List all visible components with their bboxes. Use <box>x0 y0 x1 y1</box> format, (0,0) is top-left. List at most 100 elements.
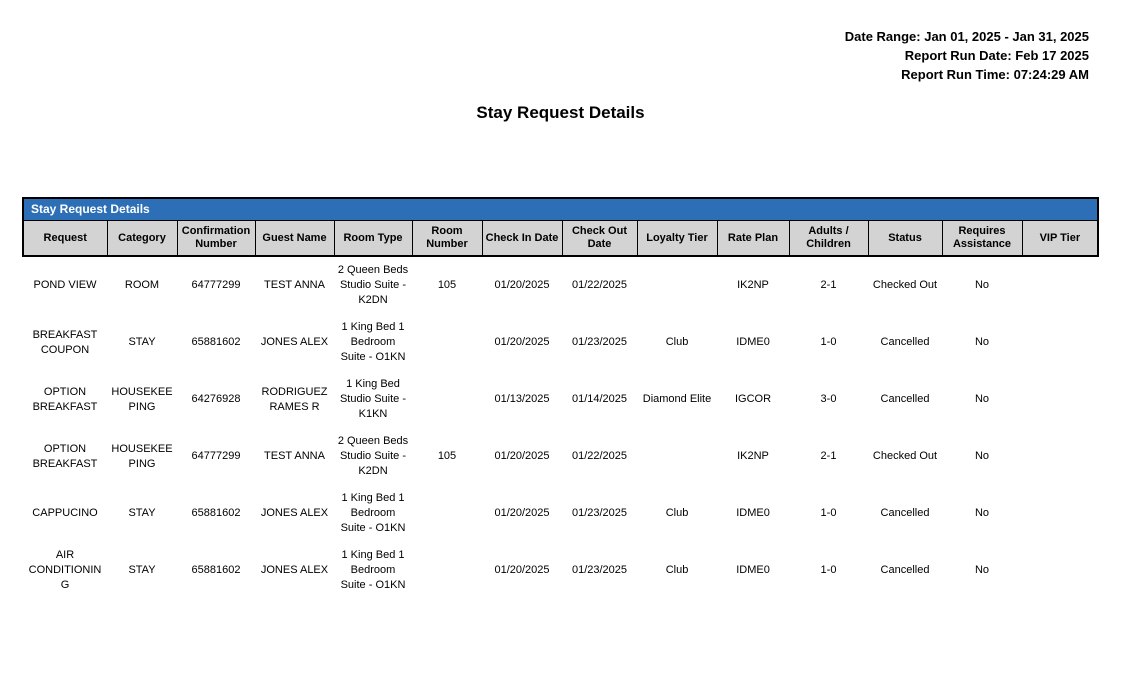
report-meta: Date Range: Jan 01, 2025 - Jan 31, 2025 … <box>845 27 1089 84</box>
table-cell: No <box>942 256 1022 314</box>
table-cell: IDME0 <box>717 542 789 599</box>
table-cell: RODRIGUEZ RAMES R <box>255 371 334 428</box>
table-cell: ROOM <box>107 256 177 314</box>
table-cell: JONES ALEX <box>255 542 334 599</box>
table-cell: No <box>942 428 1022 485</box>
table-cell <box>1022 428 1099 485</box>
table-cell: 1 King Bed 1 Bedroom Suite - O1KN <box>334 542 412 599</box>
table-cell: 105 <box>412 428 482 485</box>
table-cell <box>1022 256 1099 314</box>
table-cell <box>412 542 482 599</box>
meta-run-time: Report Run Time: 07:24:29 AM <box>901 67 1089 82</box>
table-cell: TEST ANNA <box>255 256 334 314</box>
table-cell: 01/20/2025 <box>482 428 562 485</box>
table-cell: IDME0 <box>717 314 789 371</box>
table-cell: 65881602 <box>177 542 255 599</box>
table-cell: 01/20/2025 <box>482 314 562 371</box>
column-header: Adults / Children <box>788 220 869 257</box>
table-cell: 01/23/2025 <box>562 314 637 371</box>
table-cell: 1-0 <box>789 314 868 371</box>
table-cell <box>1022 485 1099 542</box>
table-cell: Cancelled <box>868 314 942 371</box>
table-cell: Club <box>637 314 717 371</box>
table-cell <box>412 314 482 371</box>
table-cell: STAY <box>107 542 177 599</box>
table-row: AIR CONDITIONING STAY 65881602 JONES ALEX 1 … <box>23 542 1099 599</box>
table-cell: TEST ANNA <box>255 428 334 485</box>
table-row: OPTION BREAKFAST HOUSEKEEPING 64777299 TEST… <box>23 428 1099 485</box>
table-cell: AIR CONDITIONING <box>23 542 107 599</box>
column-header: Category <box>106 220 178 257</box>
table-cell: Cancelled <box>868 542 942 599</box>
column-header: Check Out Date <box>561 220 638 257</box>
table-cell: 2 Queen Beds Studio Suite - K2DN <box>334 428 412 485</box>
table-cell: BREAKFAST COUPON <box>23 314 107 371</box>
table-cell: 65881602 <box>177 485 255 542</box>
table-cell: 01/23/2025 <box>562 485 637 542</box>
table-cell: IGCOR <box>717 371 789 428</box>
table-cell: 105 <box>412 256 482 314</box>
table-cell <box>1022 371 1099 428</box>
column-header: Status <box>867 220 943 257</box>
table-cell: 1-0 <box>789 542 868 599</box>
table-cell: 01/20/2025 <box>482 485 562 542</box>
table-cell: 01/14/2025 <box>562 371 637 428</box>
table-cell: IK2NP <box>717 256 789 314</box>
table-cell <box>1022 542 1099 599</box>
table-cell: Diamond Elite <box>637 371 717 428</box>
table-cell: JONES ALEX <box>255 485 334 542</box>
report-table: Stay Request Details Request Category Conf… <box>21 197 1100 599</box>
meta-date-range: Date Range: Jan 01, 2025 - Jan 31, 2025 <box>844 29 1089 44</box>
column-header: Requires Assistance <box>941 220 1023 257</box>
column-header: Room Type <box>333 220 413 257</box>
table-cell: No <box>942 314 1022 371</box>
column-header: Confirmation Number <box>176 220 256 257</box>
table-cell <box>412 371 482 428</box>
table-cell: Club <box>637 542 717 599</box>
table-cell <box>637 256 717 314</box>
table-cell: 64777299 <box>177 256 255 314</box>
table-cell: 01/20/2025 <box>482 542 562 599</box>
column-header: Room Number <box>411 220 483 257</box>
column-header: VIP Tier <box>1021 220 1100 257</box>
table-cell: Club <box>637 485 717 542</box>
table-cell: HOUSEKEEPING <box>107 371 177 428</box>
table-title-bar: Stay Request Details <box>21 197 1100 221</box>
table-cell: 1 King Bed Studio Suite - K1KN <box>334 371 412 428</box>
table-cell: 01/13/2025 <box>482 371 562 428</box>
table-cell: 2-1 <box>789 256 868 314</box>
table-cell <box>1022 314 1099 371</box>
table-cell: JONES ALEX <box>255 314 334 371</box>
table-cell: 3-0 <box>789 371 868 428</box>
table-cell: 01/22/2025 <box>562 256 637 314</box>
table-cell: OPTION BREAKFAST <box>23 428 107 485</box>
table-cell: 64777299 <box>177 428 255 485</box>
table-cell: 64276928 <box>177 371 255 428</box>
table-row: BREAKFAST COUPON STAY 65881602 JONES ALEX 1 … <box>23 314 1099 371</box>
table-cell: STAY <box>107 314 177 371</box>
table-cell: POND VIEW <box>23 256 107 314</box>
table-cell: STAY <box>107 485 177 542</box>
table-title-row: Stay Request Details <box>21 197 1100 221</box>
column-header: Loyalty Tier <box>636 220 718 257</box>
table-row: POND VIEW ROOM 64777299 TEST ANNA 2 Queen Be… <box>23 256 1099 314</box>
table-cell: 01/23/2025 <box>562 542 637 599</box>
table-row: CAPPUCINO STAY 65881602 JONES ALEX 1 King Be… <box>23 485 1099 542</box>
table-cell: 1 King Bed 1 Bedroom Suite - O1KN <box>334 485 412 542</box>
page-title: Stay Request Details <box>476 103 645 122</box>
table-cell: OPTION BREAKFAST <box>23 371 107 428</box>
table-cell: 1-0 <box>789 485 868 542</box>
column-header: Request <box>22 220 108 257</box>
table-cell: Checked Out <box>868 428 942 485</box>
table-cell: 01/22/2025 <box>562 428 637 485</box>
stay-request-details-table: Stay Request Details Request Category Conf… <box>21 197 1100 599</box>
table-cell: No <box>942 485 1022 542</box>
table-cell: No <box>942 542 1022 599</box>
table-cell: 1 King Bed 1 Bedroom Suite - O1KN <box>334 314 412 371</box>
table-header-row: Request Category Confirmation Number Guest … <box>22 220 1100 257</box>
table-body: POND VIEW ROOM 64777299 TEST ANNA 2 Queen Be… <box>23 256 1099 599</box>
column-header: Rate Plan <box>716 220 790 257</box>
table-cell <box>412 485 482 542</box>
table-cell: HOUSEKEEPING <box>107 428 177 485</box>
